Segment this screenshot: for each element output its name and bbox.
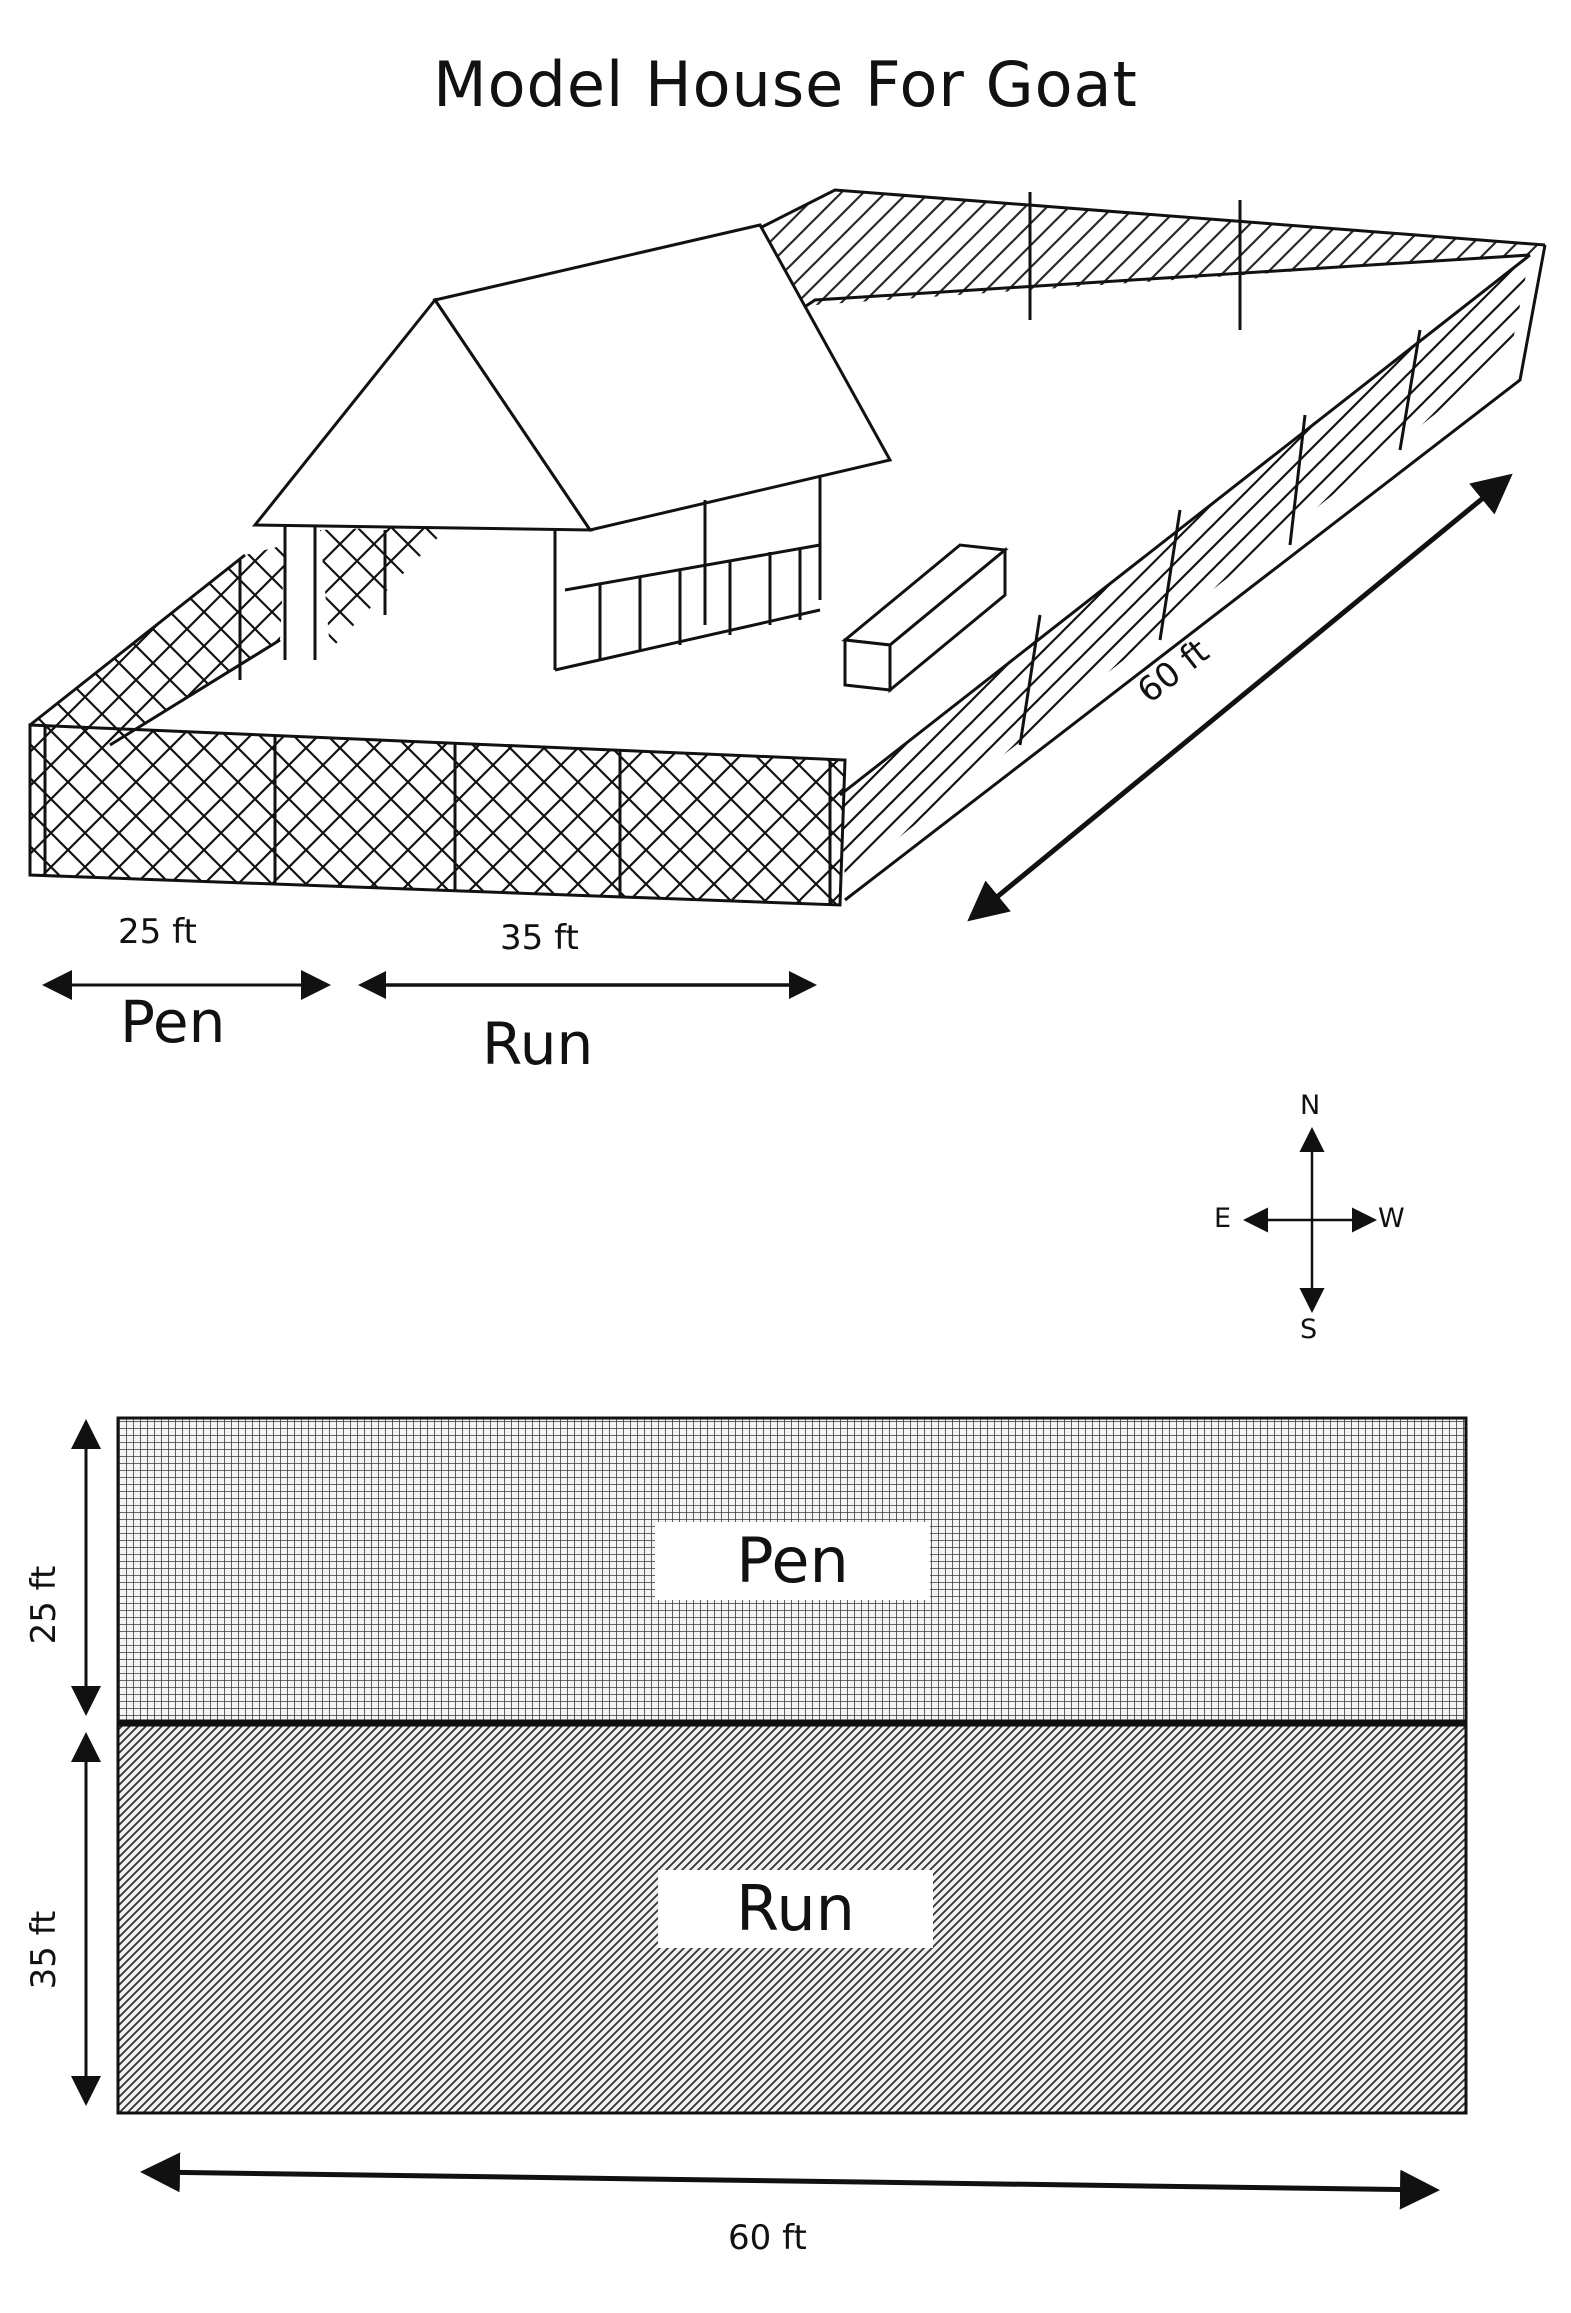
page-title: Model House For Goat bbox=[433, 48, 1138, 121]
run-label: Run bbox=[482, 1010, 594, 1078]
back-fence bbox=[759, 188, 1546, 330]
compass bbox=[1243, 1127, 1377, 1313]
inner-fence bbox=[320, 525, 450, 650]
compass-south: S bbox=[1300, 1314, 1318, 1345]
plan-run-label: Run bbox=[658, 1870, 933, 1948]
compass-north: N bbox=[1300, 1090, 1321, 1121]
run-width-label: 35 ft bbox=[500, 918, 579, 958]
perspective-view bbox=[28, 188, 1547, 1000]
plan-pen-label: Pen bbox=[655, 1522, 930, 1600]
front-fence bbox=[28, 723, 847, 907]
feeding-trough bbox=[841, 543, 1009, 694]
left-fence bbox=[29, 545, 285, 747]
pen-width-label: 25 ft bbox=[118, 912, 197, 952]
plan-run-dim: 35 ft bbox=[24, 1910, 64, 1990]
compass-west: W bbox=[1378, 1203, 1405, 1234]
plan-pen-dim: 25 ft bbox=[24, 1565, 64, 1645]
goat-house bbox=[251, 223, 893, 672]
plan-length-dim: 60 ft bbox=[728, 2218, 807, 2258]
pen-label: Pen bbox=[120, 988, 226, 1056]
compass-east: E bbox=[1214, 1203, 1232, 1234]
